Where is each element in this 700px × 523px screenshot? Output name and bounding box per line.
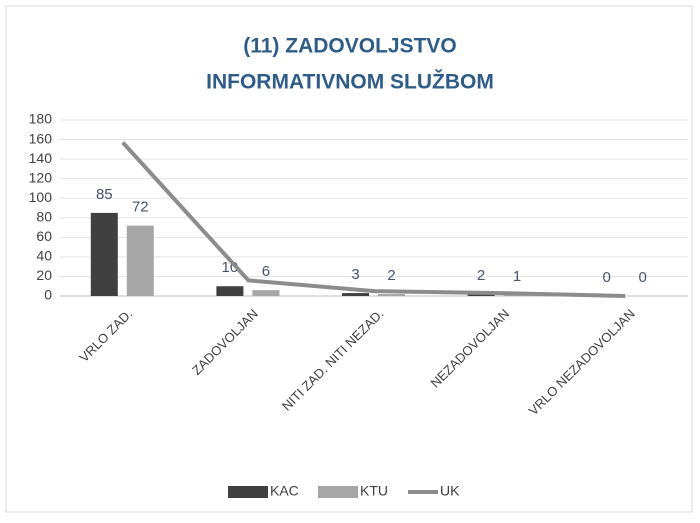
data-label: 0 <box>603 269 611 286</box>
data-label: 0 <box>639 269 647 286</box>
line-series <box>121 141 626 298</box>
y-tick-label: 100 <box>29 189 53 205</box>
y-tick-label: 0 <box>44 287 52 303</box>
legend-label: UK <box>440 483 460 499</box>
y-tick-label: 140 <box>29 150 53 166</box>
data-label: 2 <box>477 267 485 284</box>
y-tick-label: 160 <box>29 130 53 146</box>
data-label: 72 <box>132 199 149 216</box>
y-tick-label: 120 <box>29 169 53 185</box>
legend-label: KTU <box>360 483 388 499</box>
bar <box>216 286 244 296</box>
bar <box>467 294 495 296</box>
bar <box>126 225 154 296</box>
data-label: 1 <box>513 268 521 285</box>
y-tick-label: 20 <box>36 267 52 283</box>
y-tick-label: 80 <box>36 208 52 224</box>
data-label: 2 <box>387 267 395 284</box>
bar <box>90 212 118 296</box>
chart-title: (11) ZADOVOLJSTVO <box>243 35 457 58</box>
bar <box>342 293 369 296</box>
legend-swatch <box>318 486 358 498</box>
legend-label: KAC <box>270 483 299 499</box>
chart-frame <box>5 5 693 513</box>
bar <box>503 295 531 296</box>
data-label: 6 <box>262 263 270 280</box>
bar <box>378 294 405 296</box>
data-label: 3 <box>351 266 359 283</box>
y-tick-label: 40 <box>36 248 52 264</box>
chart-title: INFORMATIVNOM SLUŽBOM <box>206 70 494 94</box>
bar <box>252 290 280 296</box>
y-tick-label: 60 <box>36 228 52 244</box>
data-label: 85 <box>96 186 113 203</box>
legend-swatch <box>228 486 268 498</box>
y-tick-label: 180 <box>29 111 53 127</box>
